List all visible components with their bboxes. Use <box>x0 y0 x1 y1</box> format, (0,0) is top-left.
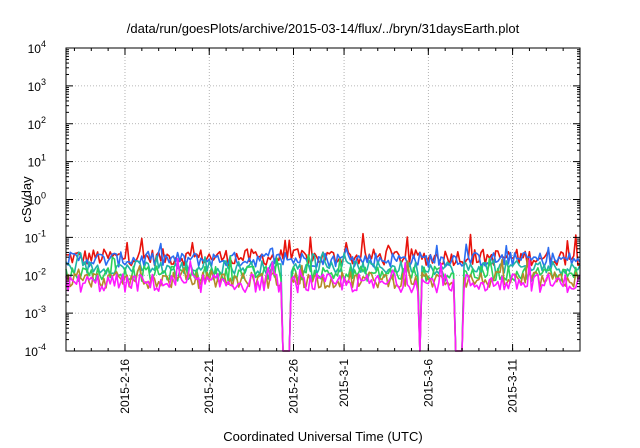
series-line <box>65 242 581 268</box>
chart-title: /data/run/goesPlots/archive/2015-03-14/f… <box>127 21 520 36</box>
x-tick-label: 2015-2-21 <box>202 359 216 414</box>
x-axis-label: Coordinated Universal Time (UTC) <box>223 429 422 444</box>
y-tick-labels: 10-4 10-3 10-2 10-1 100 101 102 103 104 <box>25 39 46 359</box>
x-tick-label: 2015-2-26 <box>287 359 301 414</box>
series-line <box>65 257 581 352</box>
y-tick-label: 104 <box>28 39 46 56</box>
series-line <box>65 251 581 352</box>
y-tick-label: 10-4 <box>25 342 46 359</box>
y-tick-label: 103 <box>28 77 46 94</box>
grid <box>66 48 580 351</box>
y-tick-label: 101 <box>28 153 46 170</box>
x-tick-label: 2015-2-16 <box>118 359 132 414</box>
x-tick-label: 2015-3-11 <box>506 359 520 413</box>
y-tick-label: 100 <box>28 191 46 208</box>
y-tick-label: 102 <box>28 115 46 132</box>
y-tick-label: 10-2 <box>25 266 46 283</box>
plot-lines <box>65 232 581 352</box>
y-tick-label: 10-1 <box>25 228 46 245</box>
y-tick-label: 10-3 <box>25 304 46 321</box>
ticks <box>66 47 580 352</box>
y-axis-label: cSv/day <box>19 176 34 223</box>
x-tick-label: 2015-3-6 <box>421 359 435 407</box>
x-tick-label: 2015-3-1 <box>337 359 351 407</box>
plot-frame <box>65 47 581 352</box>
x-tick-labels: 2015-2-16 2015-2-21 2015-2-26 2015-3-1 2015-… <box>118 359 520 414</box>
